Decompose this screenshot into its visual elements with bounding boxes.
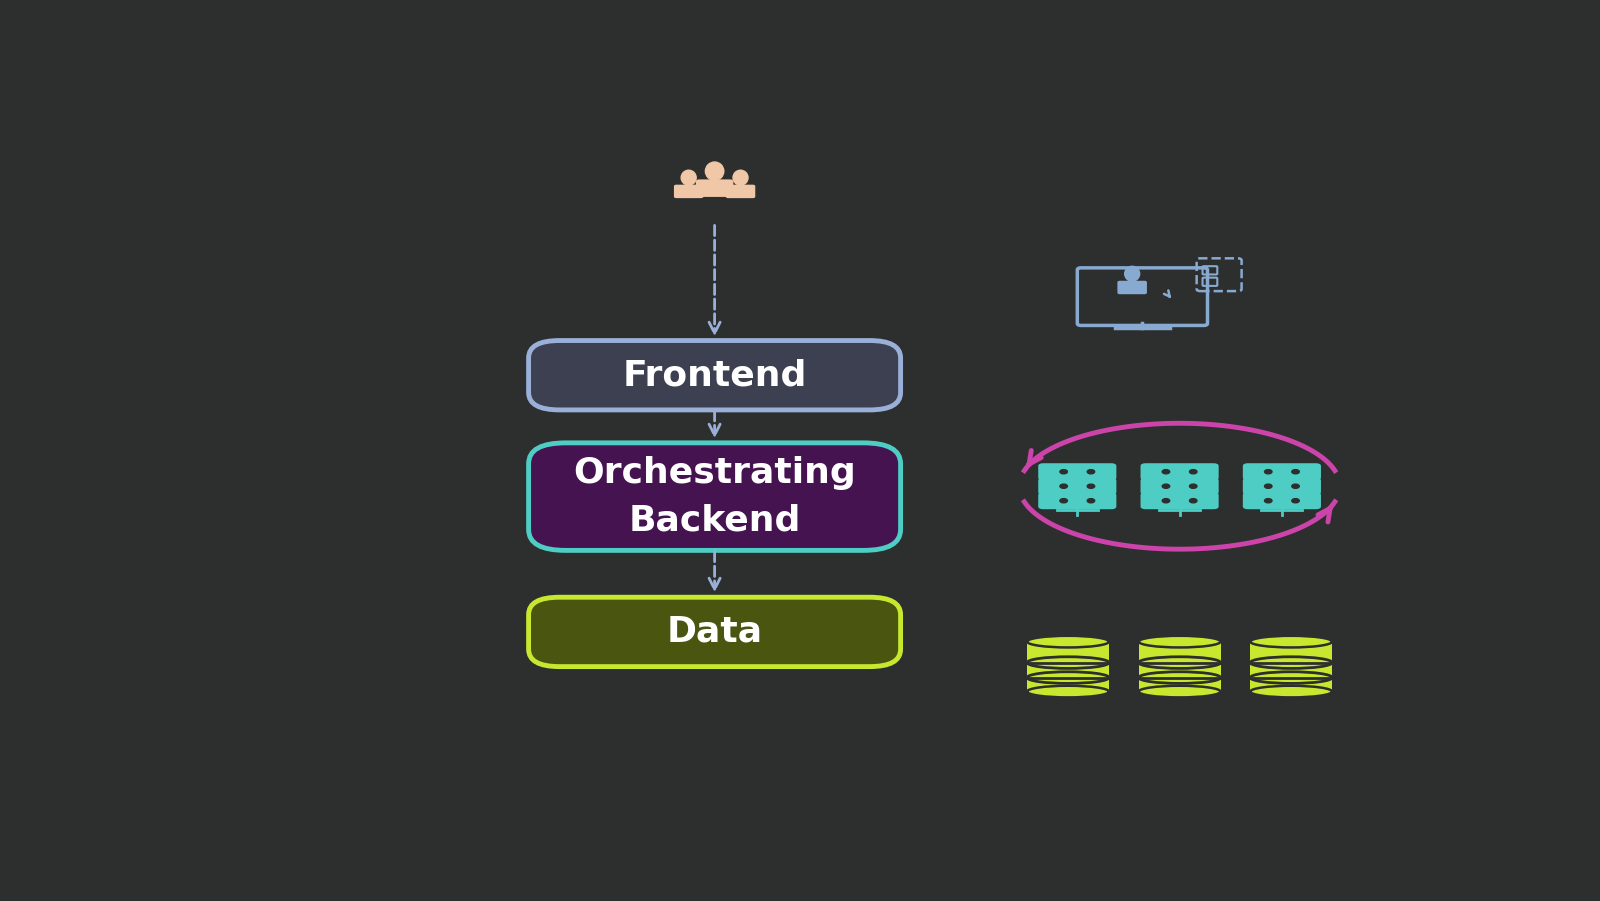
Circle shape [1291,498,1299,503]
FancyBboxPatch shape [1038,478,1117,495]
Ellipse shape [1250,686,1333,697]
FancyBboxPatch shape [696,179,733,197]
Ellipse shape [706,162,723,180]
FancyBboxPatch shape [1038,492,1117,509]
Ellipse shape [1027,686,1109,697]
Text: Data: Data [667,614,763,649]
Ellipse shape [1250,636,1333,648]
Bar [1250,642,1333,692]
Circle shape [1059,484,1067,488]
Ellipse shape [1125,267,1139,281]
FancyBboxPatch shape [674,185,704,198]
Circle shape [1162,484,1170,488]
Text: Orchestrating
Backend: Orchestrating Backend [573,456,856,537]
Circle shape [1059,498,1067,503]
Circle shape [1189,484,1197,488]
FancyBboxPatch shape [528,597,901,667]
FancyBboxPatch shape [1141,463,1219,480]
Circle shape [1189,498,1197,503]
Circle shape [1291,484,1299,488]
Circle shape [1189,469,1197,474]
Ellipse shape [1139,636,1221,648]
FancyBboxPatch shape [1243,463,1322,480]
FancyBboxPatch shape [1243,492,1322,509]
Ellipse shape [1027,636,1109,648]
Circle shape [1162,469,1170,474]
Ellipse shape [1139,686,1221,697]
Circle shape [1086,484,1094,488]
Ellipse shape [733,170,749,185]
FancyBboxPatch shape [1038,463,1117,480]
Bar [1139,642,1221,692]
FancyBboxPatch shape [1141,478,1219,495]
Circle shape [1264,469,1272,474]
Ellipse shape [682,170,696,185]
Bar [1027,642,1109,692]
Circle shape [1059,469,1067,474]
FancyBboxPatch shape [528,341,901,410]
FancyBboxPatch shape [1141,492,1219,509]
FancyBboxPatch shape [528,443,901,551]
Circle shape [1086,469,1094,474]
Circle shape [1264,498,1272,503]
Circle shape [1264,484,1272,488]
FancyBboxPatch shape [726,185,755,198]
Circle shape [1291,469,1299,474]
FancyBboxPatch shape [1117,281,1147,295]
Circle shape [1086,498,1094,503]
Text: Frontend: Frontend [622,359,806,392]
Circle shape [1162,498,1170,503]
FancyBboxPatch shape [1243,478,1322,495]
